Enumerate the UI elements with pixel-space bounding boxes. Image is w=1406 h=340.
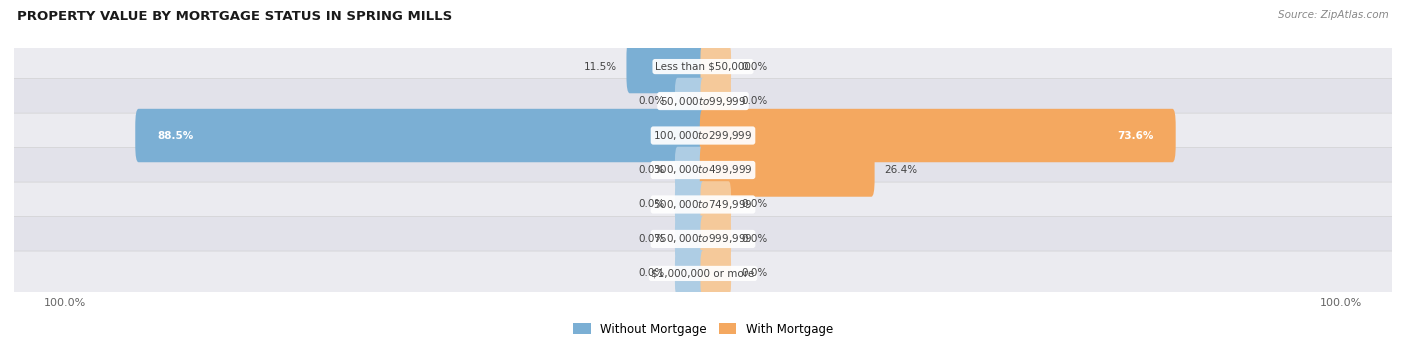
Text: $100,000 to $299,999: $100,000 to $299,999 <box>654 129 752 142</box>
Text: 0.0%: 0.0% <box>741 62 768 71</box>
Text: 73.6%: 73.6% <box>1116 131 1153 140</box>
FancyBboxPatch shape <box>135 109 706 162</box>
Text: 0.0%: 0.0% <box>741 96 768 106</box>
Text: 0.0%: 0.0% <box>638 269 665 278</box>
FancyBboxPatch shape <box>700 181 731 228</box>
Legend: Without Mortgage, With Mortgage: Without Mortgage, With Mortgage <box>568 318 838 340</box>
FancyBboxPatch shape <box>700 143 875 197</box>
Text: $50,000 to $99,999: $50,000 to $99,999 <box>659 95 747 107</box>
Text: PROPERTY VALUE BY MORTGAGE STATUS IN SPRING MILLS: PROPERTY VALUE BY MORTGAGE STATUS IN SPR… <box>17 10 453 23</box>
FancyBboxPatch shape <box>700 43 731 90</box>
Text: 0.0%: 0.0% <box>741 200 768 209</box>
Text: $1,000,000 or more: $1,000,000 or more <box>651 269 755 278</box>
FancyBboxPatch shape <box>675 216 706 262</box>
Text: 0.0%: 0.0% <box>638 234 665 244</box>
Text: 88.5%: 88.5% <box>157 131 194 140</box>
Text: 11.5%: 11.5% <box>583 62 617 71</box>
FancyBboxPatch shape <box>13 251 1393 296</box>
Text: $750,000 to $999,999: $750,000 to $999,999 <box>654 233 752 245</box>
Text: $500,000 to $749,999: $500,000 to $749,999 <box>654 198 752 211</box>
FancyBboxPatch shape <box>700 250 731 297</box>
FancyBboxPatch shape <box>13 79 1393 123</box>
Text: Source: ZipAtlas.com: Source: ZipAtlas.com <box>1278 10 1389 20</box>
FancyBboxPatch shape <box>675 181 706 228</box>
Text: 0.0%: 0.0% <box>638 165 665 175</box>
FancyBboxPatch shape <box>13 44 1393 89</box>
FancyBboxPatch shape <box>13 182 1393 227</box>
FancyBboxPatch shape <box>700 78 731 124</box>
FancyBboxPatch shape <box>13 148 1393 192</box>
Text: 0.0%: 0.0% <box>741 269 768 278</box>
FancyBboxPatch shape <box>700 109 1175 162</box>
FancyBboxPatch shape <box>700 216 731 262</box>
Text: 0.0%: 0.0% <box>638 96 665 106</box>
Text: $300,000 to $499,999: $300,000 to $499,999 <box>654 164 752 176</box>
FancyBboxPatch shape <box>627 40 706 93</box>
FancyBboxPatch shape <box>13 217 1393 261</box>
FancyBboxPatch shape <box>675 147 706 193</box>
FancyBboxPatch shape <box>13 113 1393 158</box>
Text: Less than $50,000: Less than $50,000 <box>655 62 751 71</box>
Text: 0.0%: 0.0% <box>741 234 768 244</box>
Text: 26.4%: 26.4% <box>884 165 917 175</box>
FancyBboxPatch shape <box>675 78 706 124</box>
Text: 0.0%: 0.0% <box>638 200 665 209</box>
FancyBboxPatch shape <box>675 250 706 297</box>
